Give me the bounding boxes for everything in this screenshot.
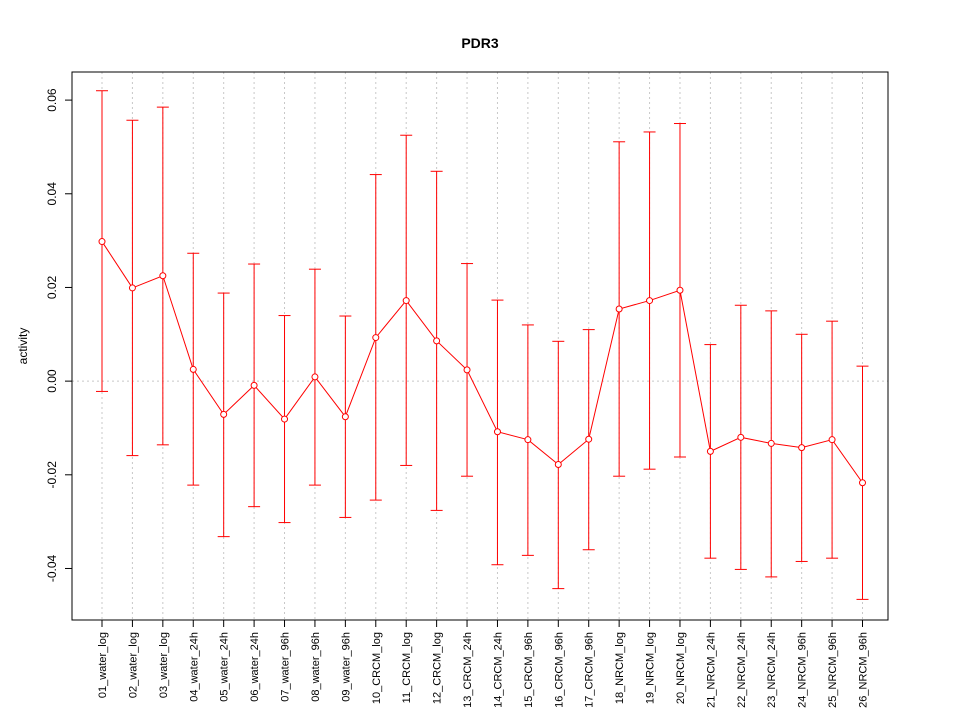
data-point — [159, 272, 167, 280]
data-point — [859, 479, 866, 487]
x-tick-label: 05_water_24h — [219, 632, 231, 702]
axes: -0.04 -0.02 0.00 0.02 0.04 0.06 01_water_log 02… — [45, 88, 870, 708]
x-tick-label: 06_water_24h — [249, 632, 261, 702]
data-point — [220, 410, 228, 418]
chart-title: PDR3 — [461, 35, 499, 51]
series — [96, 90, 869, 600]
y-tick-label: 0.02 — [45, 275, 59, 299]
data-point — [281, 415, 289, 423]
x-tick-label: 26_NRCM_96h — [858, 632, 870, 708]
y-axis-title: activity — [16, 328, 30, 365]
data-point — [402, 297, 410, 305]
data-point — [554, 460, 562, 468]
data-point — [311, 373, 319, 381]
data-point — [737, 433, 745, 441]
x-tick-label: 10_CRCM_log — [371, 632, 383, 704]
data-point — [98, 238, 106, 246]
data-point — [128, 284, 136, 292]
x-tick-label: 03_water_log — [158, 632, 170, 698]
x-tick-label: 22_NRCM_24h — [736, 632, 748, 708]
data-point — [250, 381, 258, 389]
y-tick-label: -0.04 — [45, 554, 59, 582]
plot-frame — [71, 71, 889, 621]
series-line — [101, 241, 863, 484]
x-tick-label: 14_CRCM_24h — [492, 632, 504, 708]
y-tick-label: -0.02 — [45, 461, 59, 489]
x-tick-label: 11_CRCM_log — [401, 632, 413, 703]
y-tick-label: 0.04 — [45, 182, 59, 206]
x-tick-label: 18_NRCM_log — [614, 632, 626, 704]
data-point — [706, 447, 714, 455]
data-point — [585, 435, 593, 443]
data-point — [828, 436, 836, 444]
data-point — [433, 337, 441, 345]
y-tick-label: 0.00 — [45, 369, 59, 393]
data-point — [493, 428, 501, 436]
x-tick-label: 19_NRCM_log — [645, 632, 657, 704]
x-tick-label: 16_CRCM_96h — [553, 632, 565, 708]
data-point — [767, 439, 775, 447]
x-tick-label: 17_CRCM_96h — [584, 632, 596, 708]
data-point — [372, 334, 380, 342]
x-tick-label: 15_CRCM_96h — [523, 632, 535, 708]
data-point — [798, 444, 806, 452]
data-point — [524, 436, 532, 444]
x-tick-label: 09_water_96h — [340, 632, 352, 702]
x-tick-label: 02_water_log — [127, 632, 139, 698]
x-tick-label: 01_water_log — [97, 632, 109, 698]
x-tick-label: 20_NRCM_log — [675, 632, 687, 704]
data-point — [676, 286, 684, 294]
data-point — [646, 297, 654, 305]
y-tick-label: 0.06 — [45, 88, 59, 112]
x-tick-label: 25_NRCM_96h — [827, 632, 839, 708]
data-point — [463, 366, 471, 374]
x-tick-label: 07_water_96h — [280, 632, 292, 702]
x-tick-label: 13_CRCM_24h — [462, 632, 474, 708]
x-tick-label: 12_CRCM_log — [432, 632, 444, 704]
x-tick-label: 23_NRCM_24h — [766, 632, 778, 708]
data-point — [341, 413, 349, 421]
data-point — [615, 305, 623, 313]
x-tick-label: 08_water_96h — [310, 632, 322, 702]
data-point — [189, 365, 197, 373]
x-tick-label: 04_water_24h — [188, 632, 200, 702]
x-tick-label: 21_NRCM_24h — [705, 632, 717, 708]
x-tick-label: 24_NRCM_96h — [797, 632, 809, 708]
